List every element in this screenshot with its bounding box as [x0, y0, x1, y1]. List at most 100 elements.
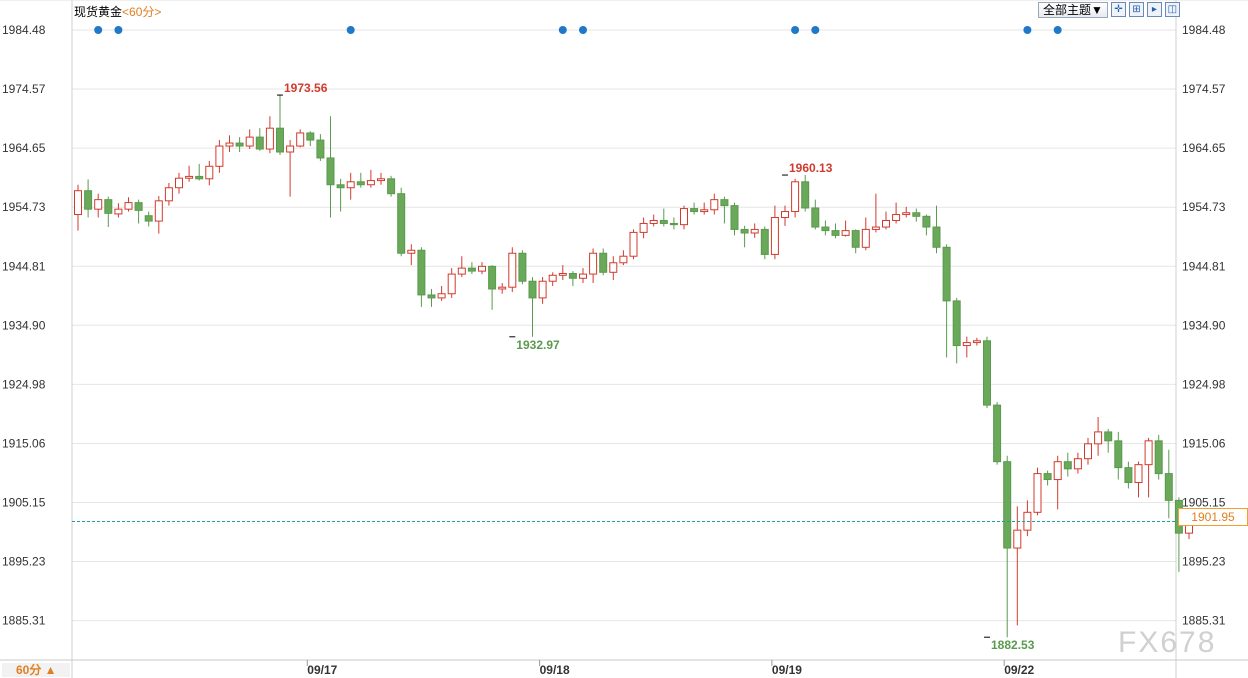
candle-body — [659, 219, 668, 224]
candle-body — [902, 212, 911, 216]
candle — [831, 223, 840, 239]
candle — [993, 402, 1002, 465]
candle-body — [185, 175, 194, 179]
candle-body — [397, 193, 406, 254]
candle — [245, 129, 254, 150]
candle — [841, 220, 850, 237]
event-marker — [791, 26, 800, 34]
candle — [377, 172, 385, 185]
candle — [1043, 470, 1052, 486]
candle — [437, 285, 446, 301]
candle — [84, 179, 93, 218]
candle — [528, 277, 537, 337]
candle-body — [134, 202, 143, 211]
candle — [467, 262, 476, 275]
candle — [316, 134, 325, 161]
candle-body — [993, 404, 1002, 463]
candle-body — [589, 252, 598, 275]
candle-body — [1134, 464, 1143, 484]
candle — [1084, 437, 1092, 465]
candle-body — [912, 212, 921, 217]
candle — [255, 128, 264, 151]
candle — [962, 336, 971, 358]
y-tick-label-left: 1974.57 — [2, 82, 46, 96]
candle-body — [690, 208, 699, 213]
split-icon[interactable]: ◫ — [1164, 2, 1180, 17]
y-tick-label-left: 1984.48 — [2, 23, 46, 37]
candle-body — [306, 132, 315, 141]
y-tick-label-left: 1905.15 — [2, 495, 46, 509]
candle-body — [1084, 443, 1092, 460]
extreme-label: 1932.97 — [516, 338, 560, 352]
candle-body — [770, 217, 779, 255]
candle-body — [286, 145, 295, 153]
extreme-label: 1882.53 — [991, 638, 1035, 652]
candle — [922, 214, 931, 236]
candle-body — [1003, 461, 1012, 549]
period-button[interactable]: 60分 ▲ — [2, 663, 70, 677]
candle-body — [144, 215, 153, 222]
candle-body — [1063, 461, 1072, 470]
candle-body — [892, 214, 901, 221]
candle — [1053, 455, 1062, 510]
candle — [427, 288, 436, 307]
candle — [811, 199, 820, 230]
candle-body — [255, 136, 264, 150]
event-marker — [579, 26, 587, 34]
candle-body — [528, 280, 537, 299]
candle — [397, 187, 406, 257]
play-icon[interactable]: ▸ — [1146, 2, 1162, 17]
event-markers — [94, 26, 1062, 34]
candle — [548, 272, 557, 286]
candle — [599, 248, 608, 276]
candle — [387, 175, 396, 197]
candle-body — [457, 267, 466, 275]
candle — [781, 205, 789, 226]
candle-body — [336, 184, 345, 189]
x-tick-label: 09/18 — [540, 663, 570, 677]
candle-body — [296, 132, 305, 147]
candle-body — [1154, 440, 1163, 475]
candle-body — [427, 294, 436, 299]
crosshair-icon[interactable]: ✛ — [1110, 2, 1126, 17]
candle — [1164, 449, 1173, 519]
candle-body — [346, 181, 355, 189]
candle — [740, 225, 749, 248]
candle-body — [1013, 529, 1022, 549]
interval-label[interactable]: <60分> — [122, 5, 162, 19]
candle-body — [619, 255, 628, 264]
candle — [680, 205, 688, 230]
y-tick-label-right: 1885.31 — [1182, 614, 1226, 628]
event-marker — [346, 26, 355, 34]
event-marker — [94, 26, 103, 34]
candle — [1073, 452, 1082, 474]
event-marker — [811, 26, 820, 34]
candle-body — [538, 280, 547, 299]
candle — [649, 214, 658, 227]
candle-body — [1043, 473, 1052, 481]
grid-icon[interactable]: ⊞ — [1128, 2, 1144, 17]
candle — [619, 250, 628, 266]
y-axis-left: 1984.48 1974.57 1964.65 1954.73 1944.81 1934.… — [2, 23, 46, 628]
candle — [558, 265, 567, 281]
y-tick-label-right: 1984.48 — [1182, 23, 1226, 37]
candle — [821, 220, 830, 236]
candle — [74, 184, 82, 231]
y-tick-label-right: 1915.06 — [1182, 436, 1226, 450]
candle-body — [467, 267, 476, 272]
candle — [1144, 437, 1153, 498]
candle-body — [1144, 440, 1153, 466]
candle — [195, 163, 204, 181]
candle-body — [437, 293, 446, 299]
candle-body — [508, 252, 517, 288]
candle-body — [568, 272, 577, 279]
extreme-label: 1960.13 — [789, 161, 833, 175]
y-tick-label-left: 1964.65 — [2, 141, 46, 155]
candle — [983, 336, 991, 409]
candle-body — [356, 181, 365, 186]
theme-select[interactable]: 全部主题▼ — [1038, 2, 1108, 18]
candle — [710, 193, 719, 215]
candle — [639, 217, 648, 239]
